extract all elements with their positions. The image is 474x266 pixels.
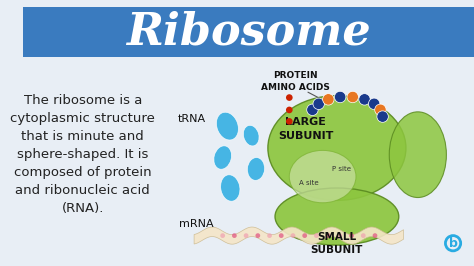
Circle shape [286,94,292,101]
Circle shape [302,233,307,238]
Text: tRNA: tRNA [177,114,206,124]
Circle shape [368,98,380,110]
Circle shape [286,107,292,113]
Ellipse shape [247,157,264,180]
Circle shape [291,233,295,238]
FancyBboxPatch shape [23,57,474,260]
Ellipse shape [214,146,231,169]
Circle shape [361,233,365,238]
Ellipse shape [275,188,399,245]
Circle shape [377,111,388,122]
Circle shape [244,233,248,238]
Circle shape [349,233,354,238]
Text: LARGE
SUBUNIT: LARGE SUBUNIT [278,117,333,140]
Ellipse shape [220,175,240,201]
Text: The ribosome is a
cytoplasmic structure
that is minute and
sphere-shaped. It is
: The ribosome is a cytoplasmic structure … [10,94,155,215]
Circle shape [335,91,346,103]
Circle shape [375,104,386,115]
Circle shape [307,104,318,115]
Ellipse shape [289,150,356,203]
Circle shape [286,118,292,125]
Circle shape [267,233,272,238]
Circle shape [373,233,377,238]
Circle shape [337,233,342,238]
Ellipse shape [389,112,447,198]
Text: PROTEIN
AMINO ACIDS: PROTEIN AMINO ACIDS [261,71,329,92]
Ellipse shape [243,125,259,146]
Circle shape [347,91,358,103]
Circle shape [313,98,324,110]
Circle shape [220,233,225,238]
Circle shape [326,233,330,238]
Circle shape [279,233,283,238]
Text: A site: A site [299,180,318,186]
Text: Ribosome: Ribosome [126,10,371,53]
Circle shape [359,94,370,105]
Text: mRNA: mRNA [179,219,213,229]
Ellipse shape [268,96,406,200]
Circle shape [232,233,237,238]
PathPatch shape [194,227,403,244]
Circle shape [323,94,334,105]
Text: SMALL
SUBUNIT: SMALL SUBUNIT [311,232,363,255]
Circle shape [255,233,260,238]
Text: b: b [448,237,457,250]
Circle shape [314,233,319,238]
FancyBboxPatch shape [23,7,474,57]
Ellipse shape [217,112,238,140]
Text: P site: P site [332,166,351,172]
